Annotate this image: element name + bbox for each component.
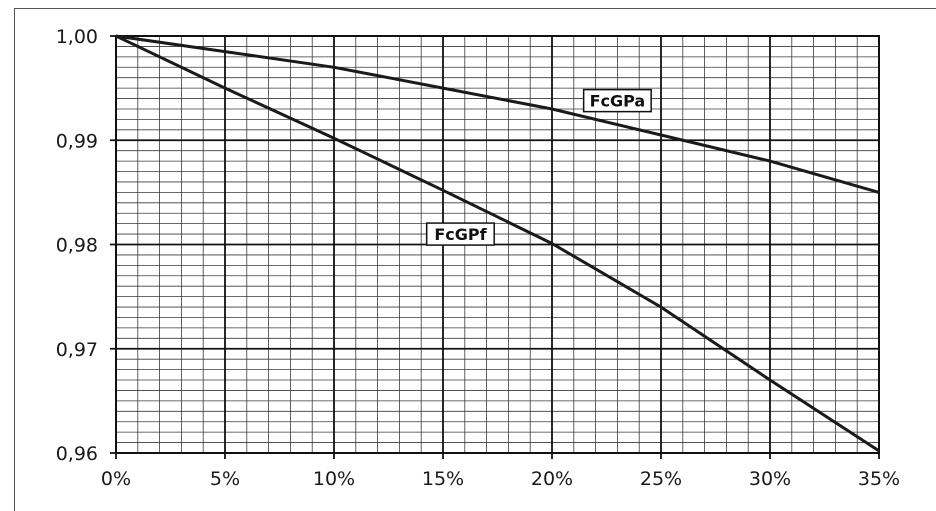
series-line-fcgpf bbox=[115, 34, 880, 453]
series-line-fcgpa bbox=[115, 34, 880, 194]
x-tick-label: 35% bbox=[858, 468, 900, 490]
x-tick-label: 15% bbox=[422, 468, 464, 490]
series-label-text: FcGPf bbox=[434, 225, 487, 244]
series-labels: FcGPa FcGPf bbox=[425, 88, 652, 246]
y-axis-ticks: 0,96 0,97 0,98 0,99 1,00 bbox=[56, 26, 98, 465]
series-label-fcgpa: FcGPa bbox=[582, 88, 652, 113]
series-label-text: FcGPa bbox=[590, 92, 646, 111]
y-tick-label: 0,96 bbox=[56, 443, 98, 465]
x-axis-ticks: 0% 5% 10% 15% 20% 25% 30% 35% bbox=[101, 468, 900, 490]
plot-series bbox=[115, 34, 880, 453]
y-tick-label: 0,97 bbox=[56, 339, 98, 361]
x-tick-label: 30% bbox=[749, 468, 791, 490]
series-label-box bbox=[425, 222, 495, 246]
series-label-box bbox=[582, 88, 652, 113]
x-tick-label: 20% bbox=[531, 468, 573, 490]
series-label-fcgpf: FcGPf bbox=[425, 222, 495, 246]
figure-frame-left bbox=[14, 8, 15, 511]
y-tick-label: 0,98 bbox=[56, 235, 98, 257]
x-tick-label: 10% bbox=[313, 468, 355, 490]
y-tick-label: 0,99 bbox=[56, 130, 98, 152]
x-tick-label: 0% bbox=[101, 468, 131, 490]
figure-frame-top bbox=[14, 8, 936, 9]
plot-area-border bbox=[115, 35, 880, 454]
x-tick-label: 5% bbox=[210, 468, 240, 490]
y-tick-label: 1,00 bbox=[56, 26, 98, 48]
x-tick-label: 25% bbox=[640, 468, 682, 490]
